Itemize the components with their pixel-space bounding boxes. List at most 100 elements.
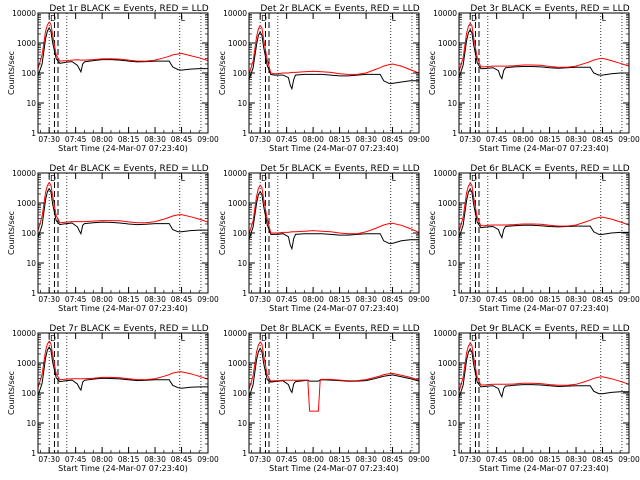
- panel-title: Det 1r BLACK = Events, RED = LLD: [49, 4, 208, 14]
- x-tick-label: 07:30: [38, 295, 60, 304]
- x-tick-label: 07:30: [459, 295, 481, 304]
- y-tick-label: 10000: [12, 329, 36, 338]
- x-tick-label: 07:45: [65, 295, 87, 304]
- y-tick-label: 100: [443, 389, 458, 398]
- y-tick-label: 10000: [223, 169, 247, 178]
- x-tick-label: 08:00: [302, 295, 324, 304]
- y-tick-label: 100: [233, 229, 248, 238]
- y-tick-label: 10000: [12, 169, 36, 178]
- panel-title: Det 2r BLACK = Events, RED = LLD: [260, 4, 419, 14]
- x-axis-label: Start Time (24-Mar-07 07:23:40): [58, 304, 188, 313]
- x-tick-label: 08:15: [329, 295, 351, 304]
- x-tick-label: 07:45: [486, 135, 508, 144]
- x-tick-label: 09:00: [197, 295, 219, 304]
- time-marker-label: L: [602, 174, 607, 183]
- x-tick-label: 07:45: [65, 135, 87, 144]
- time-marker-label: D: [471, 174, 477, 183]
- x-tick-label: 08:00: [91, 295, 113, 304]
- x-tick-label: 08:15: [329, 455, 351, 464]
- x-tick-label: 08:00: [302, 135, 324, 144]
- y-tick-label: 1000: [228, 39, 247, 48]
- y-tick-label: 1: [31, 449, 36, 458]
- events-series-line: [248, 31, 419, 91]
- y-tick-label: 10: [237, 259, 247, 268]
- x-tick-label: 08:30: [355, 135, 377, 144]
- x-tick-label: 08:45: [592, 135, 614, 144]
- plot-frame: [458, 172, 630, 294]
- time-marker-label: D: [261, 174, 267, 183]
- lld-series-line: [248, 341, 420, 412]
- events-series-line: [458, 28, 629, 80]
- x-tick-label: 07:45: [65, 455, 87, 464]
- events-series-line: [37, 346, 208, 397]
- y-tick-label: 1: [242, 129, 247, 138]
- x-axis-label: Start Time (24-Mar-07 07:23:40): [269, 304, 399, 313]
- x-tick-label: 07:45: [486, 455, 508, 464]
- x-tick-label: 08:30: [565, 135, 587, 144]
- lld-series-line: [458, 182, 630, 232]
- y-tick-label: 10: [26, 419, 36, 428]
- events-series-line: [458, 188, 629, 240]
- y-tick-label: 1000: [228, 359, 247, 368]
- y-axis-label: Counts/sec: [7, 211, 16, 255]
- y-tick-label: 100: [22, 69, 37, 78]
- x-tick-label: 07:45: [276, 135, 298, 144]
- x-tick-label: 07:30: [459, 455, 481, 464]
- x-tick-label: 07:45: [276, 295, 298, 304]
- y-tick-label: 1: [242, 449, 247, 458]
- events-series-line: [248, 347, 420, 398]
- y-axis-label: Counts/sec: [7, 371, 16, 415]
- y-tick-label: 1000: [17, 359, 36, 368]
- plot-frame: [37, 172, 209, 294]
- plot-frame: [458, 12, 630, 134]
- x-tick-label: 08:00: [512, 295, 534, 304]
- x-tick-label: 08:00: [512, 455, 534, 464]
- x-axis-label: Start Time (24-Mar-07 07:23:40): [269, 464, 399, 473]
- panel-title: Det 5r BLACK = Events, RED = LLD: [260, 164, 419, 174]
- x-tick-label: 08:30: [355, 295, 377, 304]
- x-tick-label: 08:00: [512, 135, 534, 144]
- x-tick-label: 09:00: [408, 455, 430, 464]
- x-tick-label: 07:30: [38, 455, 60, 464]
- x-axis-label: Start Time (24-Mar-07 07:23:40): [58, 144, 188, 153]
- x-tick-label: 08:45: [382, 455, 404, 464]
- lld-series-line: [248, 184, 420, 235]
- y-tick-label: 10: [447, 99, 457, 108]
- x-axis-label: Start Time (24-Mar-07 07:23:40): [269, 144, 399, 153]
- x-tick-label: 08:00: [91, 455, 113, 464]
- y-axis-label: Counts/sec: [218, 211, 227, 255]
- y-tick-label: 10: [237, 99, 247, 108]
- y-tick-label: 10: [26, 259, 36, 268]
- y-axis-label: Counts/sec: [218, 51, 227, 95]
- x-tick-label: 08:45: [382, 135, 404, 144]
- time-marker-label: L: [181, 174, 186, 183]
- y-tick-label: 10000: [433, 329, 457, 338]
- y-tick-label: 10000: [433, 169, 457, 178]
- y-tick-label: 10000: [433, 9, 457, 18]
- y-tick-label: 10: [447, 419, 457, 428]
- x-tick-label: 09:00: [197, 455, 219, 464]
- time-marker-label: D: [50, 14, 56, 23]
- panel-title: Det 3r BLACK = Events, RED = LLD: [470, 4, 629, 14]
- y-axis-label: Counts/sec: [218, 371, 227, 415]
- events-series-line: [37, 26, 208, 77]
- x-tick-label: 07:30: [459, 135, 481, 144]
- x-tick-label: 07:45: [486, 295, 508, 304]
- y-tick-label: 1000: [438, 39, 457, 48]
- y-tick-label: 1: [31, 129, 36, 138]
- time-marker-label: L: [602, 334, 607, 343]
- plot-frame: [458, 332, 630, 454]
- x-tick-label: 08:45: [382, 295, 404, 304]
- x-tick-label: 08:45: [171, 135, 193, 144]
- y-tick-label: 100: [233, 69, 248, 78]
- y-tick-label: 1000: [228, 199, 247, 208]
- y-tick-label: 1: [452, 449, 457, 458]
- x-tick-label: 08:15: [329, 135, 351, 144]
- time-marker-label: D: [471, 334, 477, 343]
- time-marker-label: D: [261, 14, 267, 23]
- x-tick-label: 08:30: [565, 455, 587, 464]
